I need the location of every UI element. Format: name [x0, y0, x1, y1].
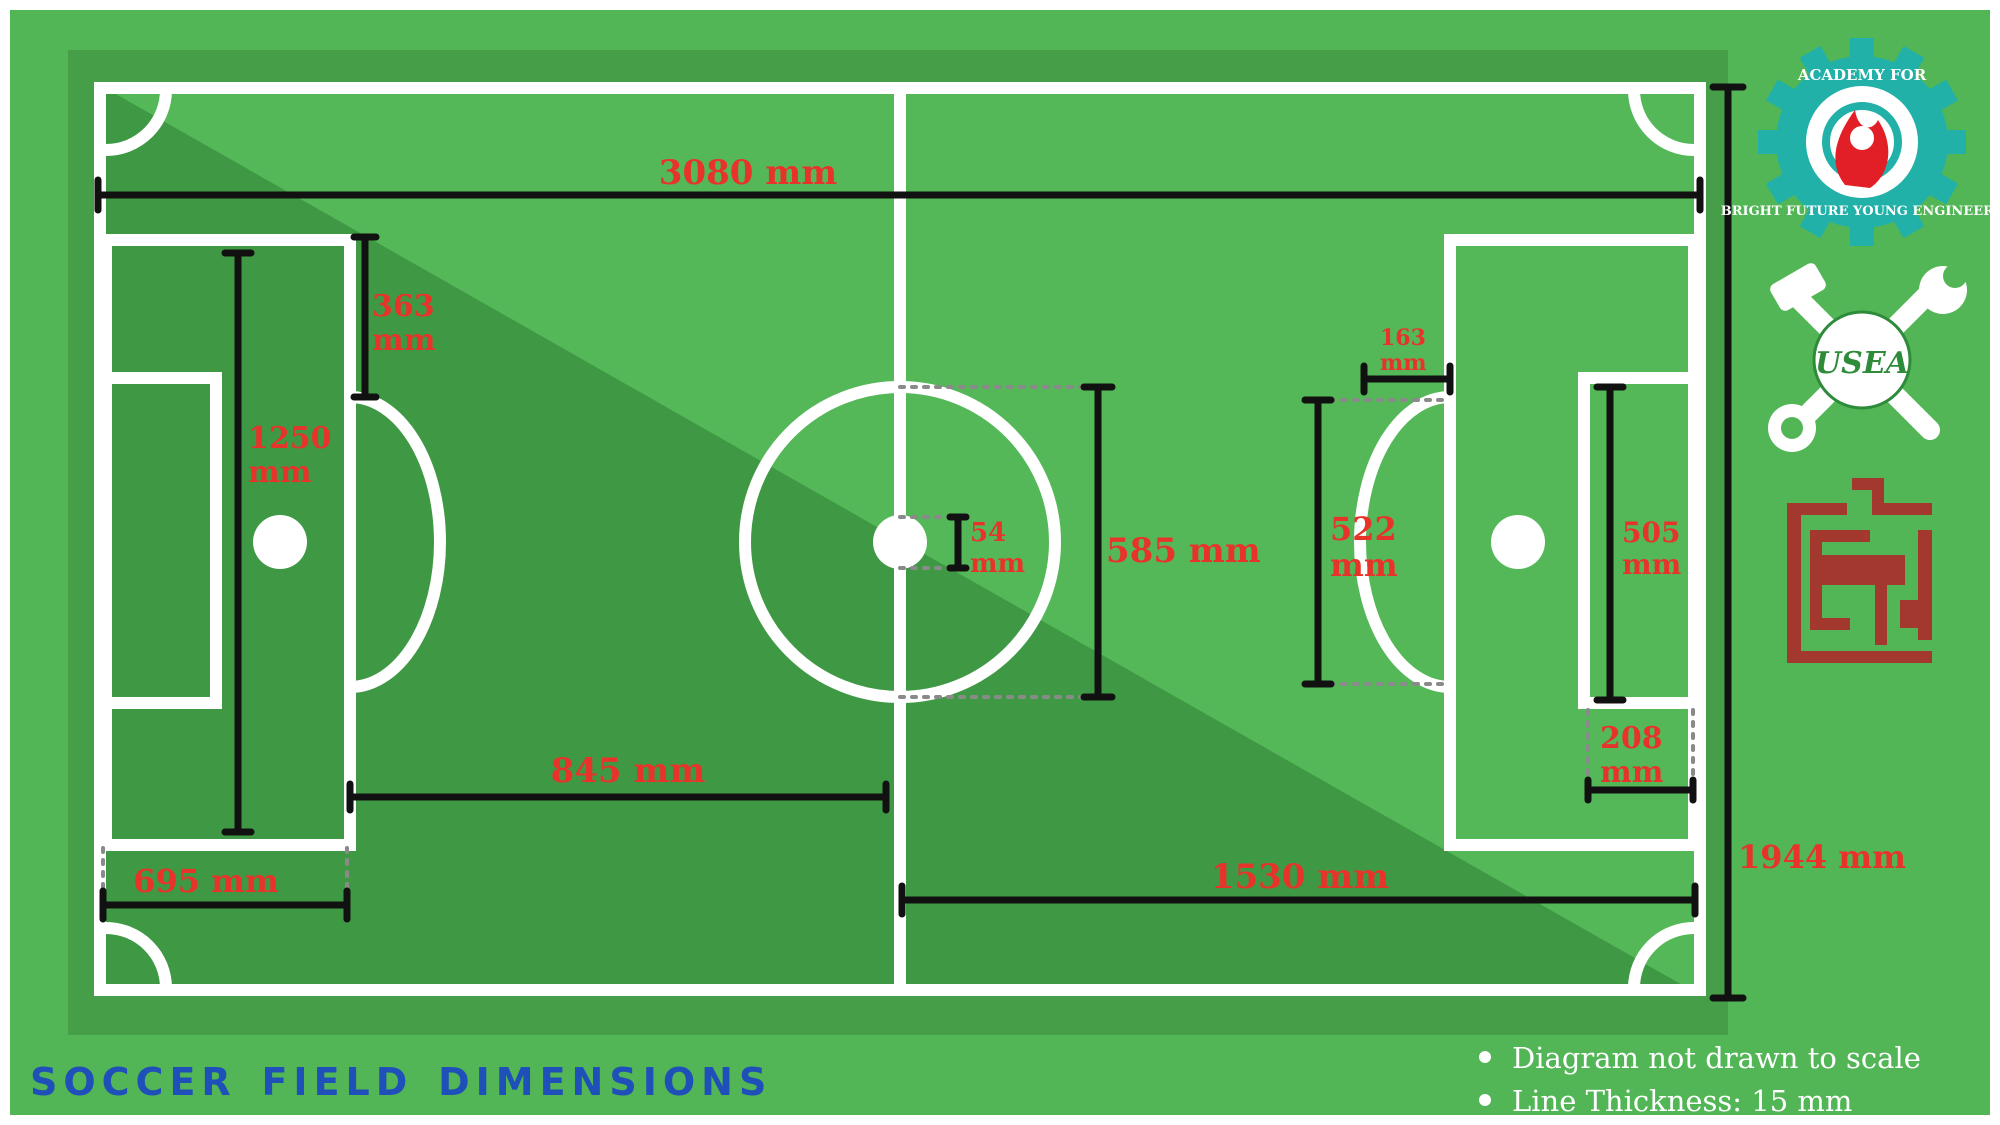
diagram-title: soccer field dimensions — [30, 1045, 772, 1108]
label-center-spot-unit: mm — [970, 549, 1025, 579]
academy-gear-logo: ACADEMY FOR BRIGHT FUTURE YOUNG ENGINEER… — [1721, 38, 2000, 246]
note-scale: Diagram not drawn to scale — [1512, 1041, 1921, 1075]
corner-arc-top-right — [1628, 89, 1695, 156]
maze-logo — [1787, 478, 1932, 663]
notes-list: Diagram not drawn to scale Line Thicknes… — [1479, 1041, 1921, 1118]
label-center-spot-num: 54 — [970, 518, 1006, 548]
label-arc-depth-unit: mm — [1380, 350, 1427, 376]
corner-arc-bottom-left — [105, 922, 172, 989]
right-penalty-arc — [1354, 391, 1451, 693]
label-field-length: 3080 mm — [659, 153, 837, 193]
svg-text:USEA: USEA — [1815, 346, 1909, 381]
label-penalty-width-unit: mm — [248, 455, 312, 490]
label-penalty-depth: 695 mm — [133, 862, 279, 900]
label-center-circle: 585 mm — [1106, 531, 1261, 571]
left-penalty-spot — [253, 515, 307, 569]
dimension-lines — [94, 83, 1747, 1002]
corner-arc-bottom-right — [1628, 922, 1695, 989]
label-arc-offset-num: 363 — [372, 289, 435, 324]
label-arc-chord-num: 522 — [1330, 510, 1397, 548]
right-penalty-spot — [1491, 515, 1545, 569]
svg-text:BRIGHT FUTURE YOUNG ENGINEERS: BRIGHT FUTURE YOUNG ENGINEERS — [1721, 204, 2000, 219]
label-goal-area-width-unit: mm — [1622, 548, 1681, 581]
usea-tools-logo: USEA — [1768, 263, 1967, 452]
bullet-icon — [1479, 1051, 1491, 1063]
corner-arc-top-left — [105, 89, 172, 156]
label-penalty-width-num: 1250 — [248, 421, 332, 456]
label-goal-area-depth-num: 208 — [1600, 721, 1663, 756]
left-goal-area — [100, 372, 222, 709]
label-goal-area-width-num: 505 — [1622, 516, 1680, 549]
right-goal-area — [1578, 372, 1700, 709]
label-penalty-to-center: 845 mm — [551, 751, 706, 791]
label-arc-chord-unit: mm — [1330, 546, 1398, 584]
label-center-to-edge: 1530 mm — [1211, 857, 1389, 897]
label-goal-area-depth-unit: mm — [1600, 755, 1664, 790]
label-arc-offset-unit: mm — [372, 323, 436, 358]
note-line-thickness: Line Thickness: 15 mm — [1512, 1084, 1852, 1118]
label-field-width: 1944 mm — [1738, 838, 1906, 876]
bullet-icon — [1479, 1094, 1491, 1106]
left-penalty-arc — [349, 391, 446, 693]
label-arc-depth-num: 163 — [1380, 325, 1426, 351]
svg-text:ACADEMY FOR: ACADEMY FOR — [1797, 66, 1927, 84]
center-spot — [873, 515, 927, 569]
